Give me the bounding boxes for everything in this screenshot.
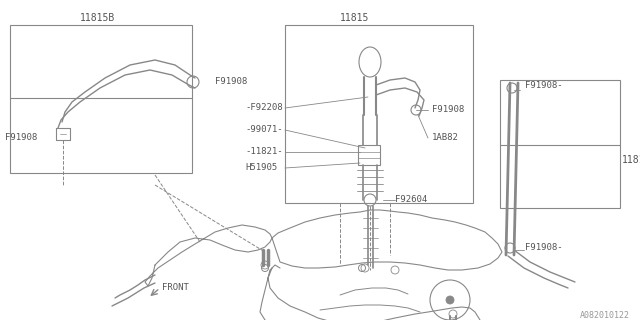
Bar — [500, 80, 620, 208]
Ellipse shape — [359, 47, 381, 77]
Text: FRONT: FRONT — [162, 284, 189, 292]
Bar — [10, 25, 192, 173]
Text: F92604: F92604 — [395, 196, 428, 204]
Text: 11815A: 11815A — [622, 155, 640, 165]
Text: F91908: F91908 — [215, 77, 247, 86]
Bar — [285, 25, 473, 203]
Text: 1AB82: 1AB82 — [432, 133, 459, 142]
Text: F91908: F91908 — [5, 133, 37, 142]
Text: H51905: H51905 — [245, 164, 277, 172]
Text: -F92208: -F92208 — [245, 103, 283, 113]
Text: -99071-: -99071- — [245, 125, 283, 134]
Text: A082010122: A082010122 — [580, 311, 630, 320]
Text: 11815B: 11815B — [80, 13, 115, 23]
Circle shape — [446, 296, 454, 304]
Text: F91908-: F91908- — [525, 82, 563, 91]
Text: F91908: F91908 — [432, 106, 464, 115]
Bar — [358, 145, 380, 165]
Text: F91908-: F91908- — [525, 244, 563, 252]
Text: 11815: 11815 — [340, 13, 369, 23]
Text: -11821-: -11821- — [245, 148, 283, 156]
